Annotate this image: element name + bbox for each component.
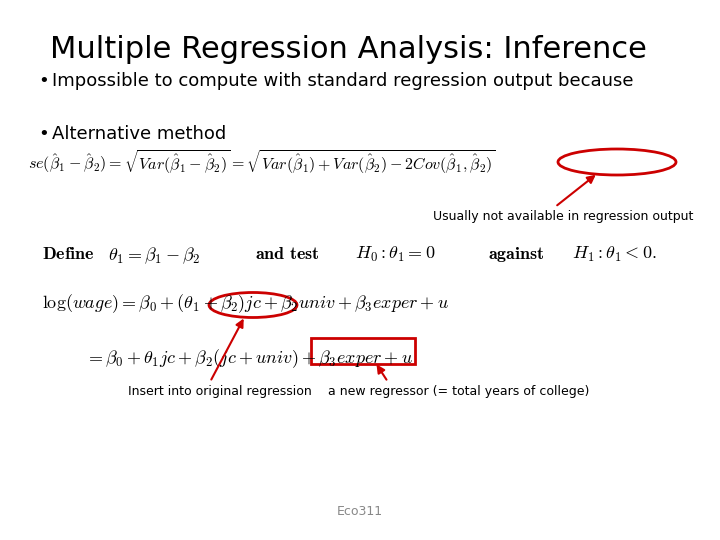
Text: $\theta_1 = \beta_1 - \beta_2$: $\theta_1 = \beta_1 - \beta_2$ xyxy=(108,245,200,266)
Text: Multiple Regression Analysis: Inference: Multiple Regression Analysis: Inference xyxy=(50,35,647,64)
Text: $se(\hat{\beta}_1-\hat{\beta}_2) = \sqrt{Var(\hat{\beta}_1 - \hat{\beta}_2)} = \: $se(\hat{\beta}_1-\hat{\beta}_2) = \sqrt… xyxy=(28,148,496,176)
Text: $\log(wage) = \beta_0+(\theta_1+\beta_2)jc+\beta_2 univ+\beta_3 exper+u$: $\log(wage) = \beta_0+(\theta_1+\beta_2)… xyxy=(42,292,449,315)
Text: •: • xyxy=(38,125,49,143)
Text: Eco311: Eco311 xyxy=(337,505,383,518)
Text: •: • xyxy=(38,72,49,90)
Text: $\mathbf{and\ test}$: $\mathbf{and\ test}$ xyxy=(255,245,320,263)
Text: $= \beta_0 + \theta_1 jc + \beta_2(jc + univ) + \beta_3 exper + u$: $= \beta_0 + \theta_1 jc + \beta_2(jc + … xyxy=(85,347,413,370)
Text: Alternative method: Alternative method xyxy=(52,125,226,143)
Text: $H_1 : \theta_1 < 0.$: $H_1 : \theta_1 < 0.$ xyxy=(572,245,657,264)
Text: $\mathbf{against}$: $\mathbf{against}$ xyxy=(488,245,545,264)
Text: $H_0 : \theta_1 = 0$: $H_0 : \theta_1 = 0$ xyxy=(355,245,436,264)
Text: Insert into original regression: Insert into original regression xyxy=(128,385,312,398)
Text: a new regressor (= total years of college): a new regressor (= total years of colleg… xyxy=(328,385,590,398)
Text: Usually not available in regression output: Usually not available in regression outp… xyxy=(433,210,693,223)
Text: $\mathbf{Define}$: $\mathbf{Define}$ xyxy=(42,245,94,263)
Text: Impossible to compute with standard regression output because: Impossible to compute with standard regr… xyxy=(52,72,634,90)
